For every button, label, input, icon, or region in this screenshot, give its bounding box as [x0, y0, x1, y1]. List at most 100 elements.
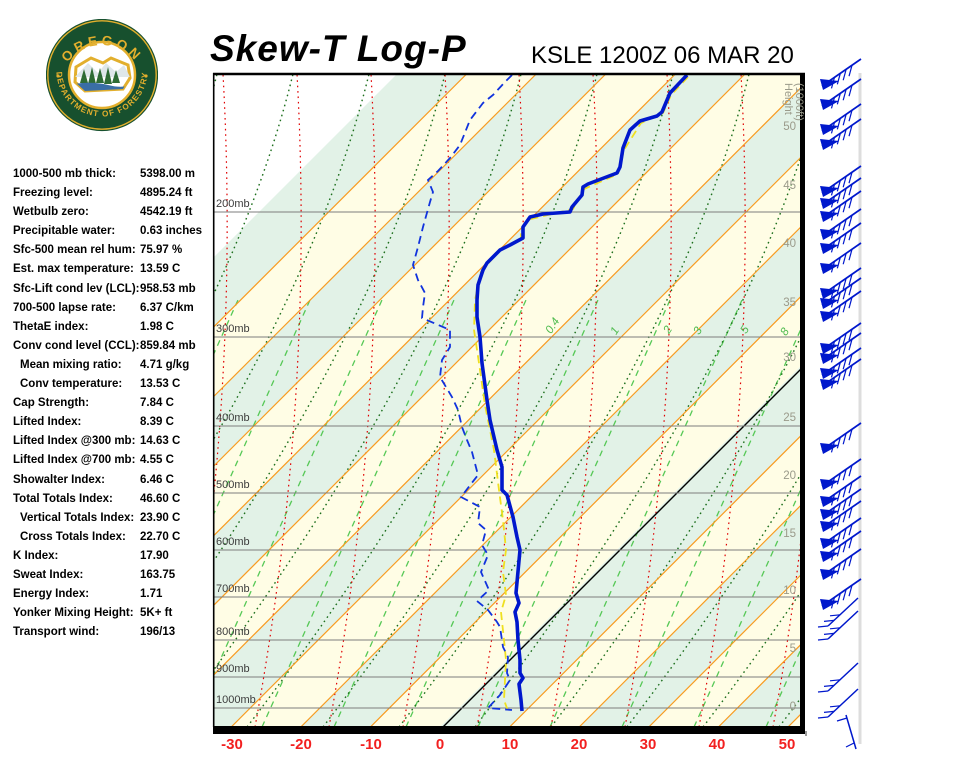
- stat-row: Sweat Index: 163.75: [13, 567, 213, 586]
- height-label: 10: [783, 585, 796, 597]
- stat-row: Lifted Index: 8.39 C: [13, 414, 213, 433]
- wind-barb: [820, 290, 862, 322]
- page-title: Skew-T Log-P: [210, 28, 467, 69]
- stat-value: 6.37 C/km: [140, 301, 194, 314]
- wind-barb: [820, 475, 862, 507]
- stat-value: 4.71 g/kg: [140, 358, 190, 371]
- wind-barb: [820, 488, 862, 520]
- wind-barb: [817, 662, 859, 693]
- wind-barb: [820, 530, 862, 562]
- stat-label: Mean mixing ratio:: [20, 358, 122, 371]
- stat-label: K Index:: [13, 549, 59, 562]
- plot-area: [214, 74, 800, 727]
- stat-row: Total Totals Index: 46.60 C: [13, 491, 213, 510]
- stat-label: Cap Strength:: [13, 397, 90, 410]
- height-label: 25: [783, 412, 796, 424]
- x-axis-label: -10: [360, 736, 382, 753]
- height-label: 5: [789, 643, 796, 655]
- pressure-level-label: 900mb: [216, 663, 250, 675]
- x-axis-label: -30: [221, 736, 243, 753]
- wind-barb: [820, 578, 862, 610]
- stat-label: Vertical Totals Index:: [20, 511, 135, 524]
- logo-scene: [73, 56, 132, 93]
- wind-barb: [820, 548, 862, 580]
- stat-label: Yonker Mixing Height:: [13, 607, 134, 620]
- pressure-lines: [214, 211, 800, 709]
- stat-value: 196/13: [140, 626, 176, 639]
- pressure-level-label: 500mb: [216, 479, 250, 491]
- stat-label: Showalter Index:: [13, 473, 106, 486]
- stat-value: 23.90 C: [140, 511, 181, 524]
- height-label: 35: [783, 297, 796, 309]
- stat-label: Precipitable water:: [13, 225, 116, 238]
- stat-value: 7.84 C: [140, 397, 174, 410]
- stat-row: K Index: 17.90: [13, 548, 213, 567]
- height-label: 45: [783, 180, 796, 192]
- height-axis-title: Height: [782, 83, 794, 115]
- stat-row: Cross Totals Index: 22.70 C: [13, 529, 213, 548]
- stat-row: 1000-500 mb thick: 5398.00 m: [13, 166, 213, 185]
- stat-label: Sweat Index:: [13, 568, 84, 581]
- stat-label: Energy Index:: [13, 588, 90, 601]
- stat-value: 0.63 inches: [140, 225, 203, 238]
- stat-row: Est. max temperature: 13.59 C: [13, 261, 213, 280]
- stat-value: 17.90: [140, 549, 169, 562]
- stat-label: Sfc-500 mean rel hum:: [13, 244, 136, 257]
- stat-label: 700-500 lapse rate:: [13, 301, 116, 314]
- wind-barbs: [817, 58, 862, 750]
- stat-value: 6.46 C: [140, 473, 174, 486]
- stat-value: 5K+ ft: [140, 607, 173, 620]
- stat-label: Wetbulb zero:: [13, 206, 89, 219]
- stat-row: Transport wind: 196/13: [13, 624, 213, 643]
- stat-label: Lifted Index @700 mb:: [13, 454, 136, 467]
- wind-barb: [820, 358, 862, 390]
- wind-barb: [820, 458, 862, 490]
- stat-row: Showalter Index: 6.46 C: [13, 472, 213, 491]
- stat-row: Conv cond level (CCL): 859.84 mb: [13, 338, 213, 357]
- wind-barb: [820, 103, 862, 135]
- pressure-level-label: 600mb: [216, 536, 250, 548]
- wind-barb: [820, 78, 862, 110]
- pressure-level-label: 300mb: [216, 323, 250, 335]
- stat-row: Sfc-Lift cond lev (LCL): 958.53 mb: [13, 281, 213, 300]
- wind-barb: [817, 610, 859, 641]
- stat-value: 958.53 mb: [140, 282, 196, 295]
- wind-barb: [820, 222, 862, 254]
- stat-value: 8.39 C: [140, 416, 174, 429]
- wind-barb: [820, 322, 862, 354]
- stat-row: Wetbulb zero: 4542.19 ft: [13, 204, 213, 223]
- sounding-indices-panel: 1000-500 mb thick: 5398.00 m Freezing leve…: [13, 166, 213, 643]
- stat-row: Vertical Totals Index: 23.90 C: [13, 510, 213, 529]
- stat-row: Freezing level: 4895.24 ft: [13, 185, 213, 204]
- stat-row: Energy Index: 1.71: [13, 586, 213, 605]
- pressure-level-label: 800mb: [216, 626, 250, 638]
- stat-label: Sfc-Lift cond lev (LCL):: [13, 282, 140, 295]
- stat-label: Lifted Index:: [13, 416, 82, 429]
- stat-value: 1.98 C: [140, 320, 174, 333]
- stat-value: 4895.24 ft: [140, 187, 193, 200]
- wind-barb: [817, 597, 859, 628]
- stat-value: 75.97 %: [140, 244, 183, 257]
- wind-barb: [820, 267, 862, 299]
- wind-barb: [820, 422, 862, 454]
- x-axis-label: 0: [435, 736, 445, 753]
- stat-value: 1.71: [140, 588, 163, 601]
- x-axis-label: 20: [570, 736, 588, 753]
- wind-barb: [820, 332, 862, 364]
- wind-barb: [820, 118, 862, 150]
- height-label: 30: [783, 352, 796, 364]
- zero-isotherm-line: [442, 369, 800, 727]
- isotherm-lines: [214, 74, 800, 727]
- x-axis-label: 40: [708, 736, 726, 753]
- x-axis-label: 50: [778, 736, 796, 753]
- wind-barb: [820, 500, 862, 532]
- stat-label: Conv cond level (CCL):: [13, 339, 140, 352]
- stat-value: 22.70 C: [140, 530, 181, 543]
- stat-label: ThetaE index:: [13, 320, 89, 333]
- stat-row: Mean mixing ratio: 4.71 g/kg: [13, 357, 213, 376]
- height-label: 15: [783, 528, 796, 540]
- odf-logo: OREGON DEPARTMENT OF FORESTRY: [46, 19, 158, 132]
- stat-value: 4.55 C: [140, 454, 174, 467]
